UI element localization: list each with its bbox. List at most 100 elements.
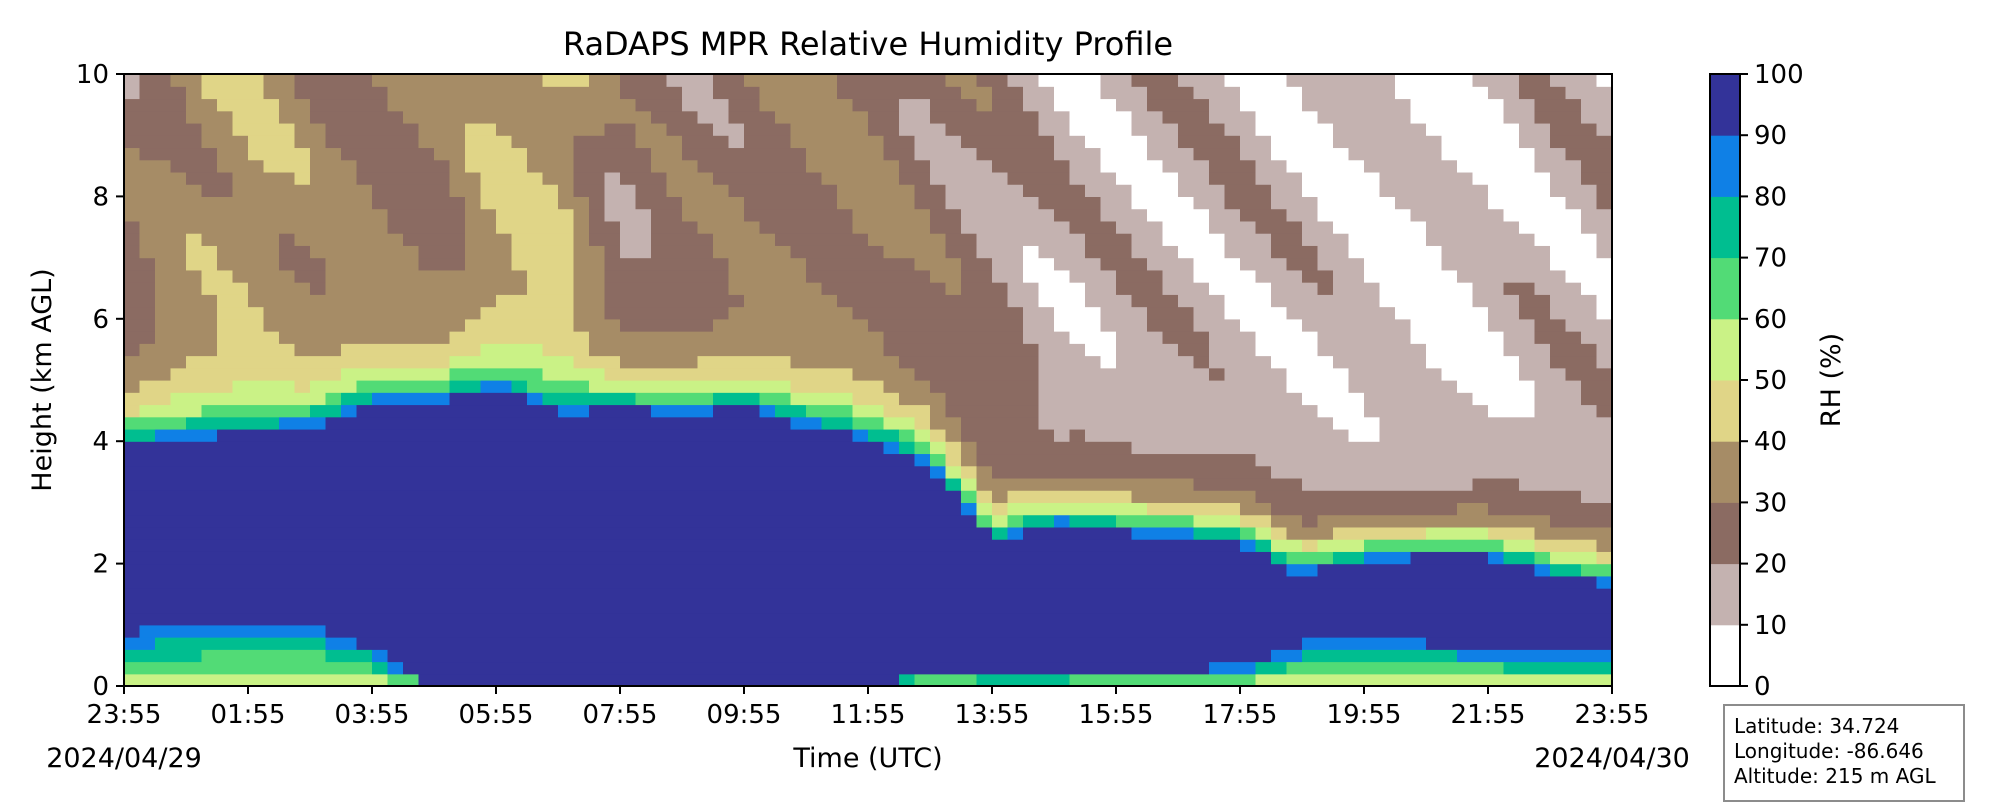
rh-cell (868, 306, 885, 320)
rh-cell (635, 465, 652, 479)
rh-cell (1364, 233, 1381, 246)
rh-cell (232, 600, 249, 614)
rh-cell (1596, 502, 1613, 516)
rh-cell (666, 661, 683, 675)
rh-cell (341, 355, 358, 369)
rh-cell (480, 673, 497, 687)
rh-cell (558, 74, 575, 87)
rh-cell (387, 526, 404, 540)
rh-cell (666, 404, 683, 418)
rh-cell (1193, 367, 1210, 381)
rh-cell (558, 135, 575, 149)
rh-cell (1271, 453, 1288, 467)
rh-cell (697, 465, 714, 479)
rh-cell (868, 575, 885, 589)
rh-cell (1395, 367, 1412, 381)
rh-cell (682, 661, 699, 675)
rh-cell (542, 245, 559, 259)
rh-cell (217, 624, 234, 638)
rh-cell (573, 514, 590, 528)
rh-cell (682, 673, 699, 687)
rh-cell (341, 257, 358, 271)
rh-cell (883, 502, 900, 516)
rh-cell (403, 318, 420, 332)
chart-title: RaDAPS MPR Relative Humidity Profile (563, 25, 1173, 63)
rh-cell (1503, 159, 1520, 173)
rh-cell (542, 673, 559, 687)
rh-cell (170, 294, 187, 308)
rh-cell (1271, 416, 1288, 430)
rh-cell (1007, 575, 1024, 589)
rh-cell (139, 331, 156, 344)
rh-cell (635, 74, 652, 87)
rh-cell (759, 208, 776, 222)
rh-cell (139, 453, 156, 467)
rh-cell (806, 428, 823, 442)
rh-cell (1441, 637, 1458, 650)
rh-cell (1503, 122, 1520, 136)
rh-cell (1302, 551, 1319, 565)
rh-cell (527, 196, 544, 210)
rh-cell (124, 98, 141, 112)
rh-cell (465, 502, 482, 516)
rh-cell (480, 600, 497, 614)
rh-cell (1240, 171, 1257, 185)
rh-cell (1286, 122, 1303, 136)
rh-cell (713, 465, 730, 479)
rh-cell (1426, 514, 1443, 528)
rh-cell (279, 588, 296, 601)
rh-cell (1302, 184, 1319, 197)
rh-cell (775, 208, 792, 222)
rh-cell (1054, 343, 1071, 357)
rh-cell (868, 245, 885, 259)
rh-cell (976, 331, 993, 344)
rh-cell (263, 588, 280, 601)
rh-cell (744, 184, 761, 197)
rh-cell (1348, 661, 1365, 675)
rh-cell (992, 612, 1009, 626)
rh-cell (496, 269, 513, 283)
rh-cell (1410, 367, 1427, 381)
rh-cell (1503, 196, 1520, 210)
rh-cell (1441, 245, 1458, 259)
rh-cell (1085, 98, 1102, 112)
rh-cell (1162, 318, 1179, 332)
rh-cell (1240, 306, 1257, 320)
rh-cell (341, 575, 358, 589)
rh-cell (728, 661, 745, 675)
rh-cell (325, 649, 342, 663)
rh-cell (263, 380, 280, 393)
rh-cell (1565, 122, 1582, 136)
rh-cell (713, 74, 730, 87)
rh-cell (403, 673, 420, 687)
rh-cell (1147, 196, 1164, 210)
rh-cell (1410, 318, 1427, 332)
rh-cell (1054, 428, 1071, 442)
rh-cell (387, 257, 404, 271)
rh-cell (372, 306, 389, 320)
rh-cell (449, 453, 466, 467)
rh-cell (480, 661, 497, 675)
rh-cell (356, 282, 373, 295)
rh-cell (1426, 343, 1443, 357)
rh-cell (201, 331, 218, 344)
rh-cell (527, 477, 544, 491)
rh-cell (635, 649, 652, 663)
rh-cell (232, 171, 249, 185)
rh-cell (1426, 245, 1443, 259)
rh-cell (821, 306, 838, 320)
rh-cell (1271, 563, 1288, 577)
rh-cell (883, 294, 900, 308)
rh-cell (821, 477, 838, 491)
rh-cell (1193, 588, 1210, 601)
rh-cell (449, 74, 466, 87)
rh-cell (806, 367, 823, 381)
rh-cell (558, 86, 575, 100)
rh-cell (961, 74, 978, 87)
rh-cell (1038, 600, 1055, 614)
rh-cell (1085, 159, 1102, 173)
rh-cell (883, 624, 900, 638)
rh-cell (961, 453, 978, 467)
rh-cell (1255, 245, 1272, 259)
